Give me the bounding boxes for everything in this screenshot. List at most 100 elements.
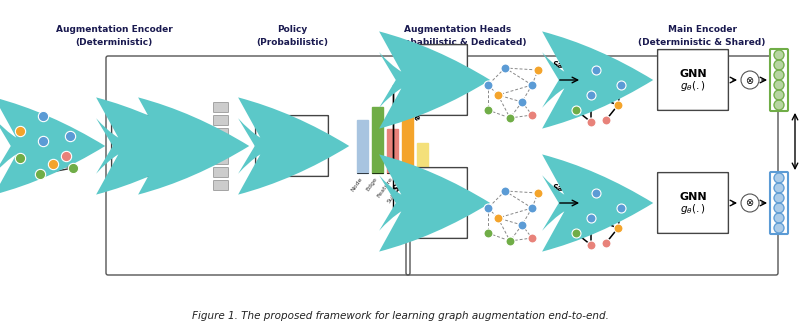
Point (531, 67, 544, 72)
Circle shape (741, 71, 759, 89)
FancyBboxPatch shape (770, 49, 788, 111)
FancyBboxPatch shape (214, 141, 229, 152)
Point (526, 205, 538, 211)
FancyBboxPatch shape (214, 154, 229, 165)
Point (614, 205, 627, 211)
Text: $\otimes$: $\otimes$ (746, 74, 754, 86)
Circle shape (774, 80, 784, 90)
Text: GNN: GNN (133, 133, 163, 147)
FancyBboxPatch shape (214, 168, 229, 177)
Text: $\tau_{\phi_i}(.)$: $\tau_{\phi_i}(.)$ (429, 202, 453, 215)
Circle shape (774, 173, 784, 183)
Point (34, 171, 46, 176)
Text: $g_\theta(.)$: $g_\theta(.)$ (680, 202, 706, 216)
Text: Sample: Sample (553, 184, 585, 193)
FancyBboxPatch shape (214, 129, 229, 138)
FancyBboxPatch shape (658, 50, 728, 111)
Circle shape (774, 50, 784, 60)
Text: Sample: Sample (392, 166, 422, 194)
Text: Policy: Policy (277, 26, 307, 34)
Text: $g_\omega(.)$: $g_\omega(.)$ (134, 145, 162, 159)
Circle shape (774, 193, 784, 203)
Text: $\otimes$: $\otimes$ (746, 197, 754, 209)
Point (14, 155, 26, 161)
Point (515, 222, 528, 228)
Point (37, 138, 50, 144)
Point (585, 242, 598, 248)
Text: Sample: Sample (553, 61, 585, 70)
Circle shape (774, 100, 784, 110)
Point (531, 190, 544, 195)
Point (491, 92, 505, 98)
Point (482, 205, 494, 211)
Text: SubGraph: SubGraph (386, 176, 409, 204)
Point (526, 82, 538, 88)
Text: (Deterministic): (Deterministic) (75, 37, 153, 47)
Point (504, 115, 517, 121)
Point (498, 65, 511, 71)
Text: $\tau_{\phi_j}(.)$: $\tau_{\phi_j}(.)$ (429, 79, 453, 93)
Point (526, 236, 538, 241)
Text: GRU: GRU (278, 133, 306, 147)
FancyBboxPatch shape (214, 115, 229, 126)
Text: Main Encoder: Main Encoder (667, 26, 737, 34)
Point (515, 99, 528, 105)
Circle shape (774, 90, 784, 100)
Text: Augmentation Heads: Augmentation Heads (404, 26, 512, 34)
Text: $g_\theta(.)$: $g_\theta(.)$ (680, 79, 706, 93)
Bar (402, 95, 413, 173)
FancyBboxPatch shape (414, 168, 467, 238)
Circle shape (774, 223, 784, 233)
Circle shape (741, 194, 759, 212)
Text: Identity: Identity (406, 176, 423, 199)
Text: GNN: GNN (679, 192, 707, 202)
Point (600, 240, 613, 246)
Point (614, 82, 627, 88)
Point (491, 215, 505, 221)
Text: Contrast: Contrast (799, 123, 800, 161)
Point (570, 107, 582, 113)
Bar (417, 143, 428, 173)
Point (590, 67, 602, 72)
FancyBboxPatch shape (256, 115, 328, 176)
Bar (357, 120, 368, 173)
Text: (Probabilistic & Dedicated): (Probabilistic & Dedicated) (390, 37, 526, 47)
Circle shape (774, 213, 784, 223)
FancyBboxPatch shape (414, 45, 467, 115)
Point (611, 102, 624, 108)
Text: Head$_i$: Head$_i$ (425, 190, 457, 204)
Point (504, 238, 517, 244)
Text: Head$_j$: Head$_j$ (425, 67, 457, 81)
Text: Edge: Edge (366, 176, 378, 192)
FancyBboxPatch shape (214, 102, 229, 113)
Text: Augmentation Encoder: Augmentation Encoder (56, 26, 172, 34)
Text: Node: Node (350, 176, 363, 193)
Circle shape (774, 203, 784, 213)
Point (37, 113, 50, 119)
Circle shape (774, 70, 784, 80)
Text: (Probabilistic): (Probabilistic) (256, 37, 328, 47)
Point (482, 230, 494, 236)
Text: GNN: GNN (679, 69, 707, 79)
Point (590, 190, 602, 195)
Bar (372, 107, 383, 173)
Point (482, 107, 494, 113)
Point (498, 188, 511, 194)
Point (482, 82, 494, 88)
Point (585, 92, 598, 98)
Bar (387, 129, 398, 173)
Text: Sample: Sample (392, 96, 422, 124)
Point (66, 165, 79, 171)
Point (14, 128, 26, 133)
Point (570, 230, 582, 236)
FancyBboxPatch shape (658, 173, 728, 234)
Text: Feature: Feature (376, 176, 394, 198)
Text: Figure 1. The proposed framework for learning graph augmentation end-to-end.: Figure 1. The proposed framework for lea… (191, 311, 609, 321)
FancyBboxPatch shape (770, 172, 788, 234)
Point (46, 161, 59, 167)
Text: $r_\mu(.)$: $r_\mu(.)$ (279, 144, 305, 160)
FancyBboxPatch shape (214, 180, 229, 191)
Circle shape (774, 60, 784, 70)
Text: (Deterministic & Shared): (Deterministic & Shared) (638, 37, 766, 47)
Point (526, 113, 538, 118)
